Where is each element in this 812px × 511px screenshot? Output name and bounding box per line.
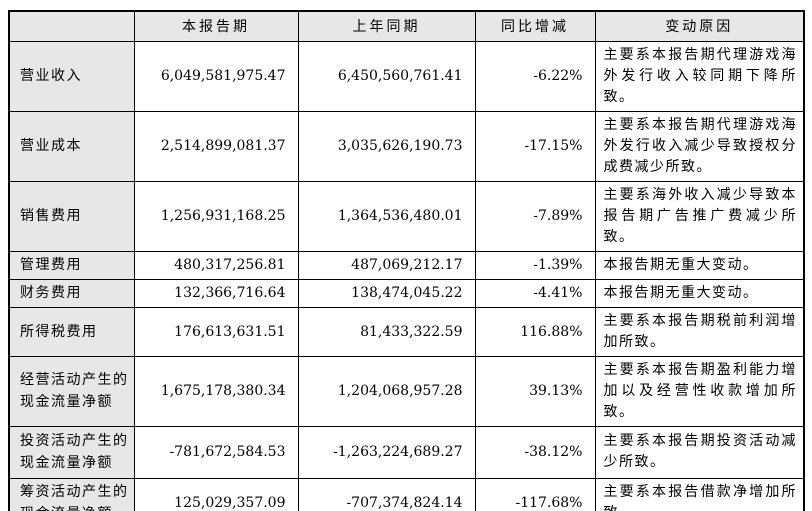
- change-reason: 主要系本报告期盈利能力增加以及经营性收款增加所致。: [594, 355, 805, 427]
- financial-table-container: 本报告期 上年同期 同比增减 变动原因 营业收入 6,049,581,975.4…: [8, 10, 805, 511]
- table-row: 管理费用 480,317,256.81 487,069,212.17 -1.39…: [8, 250, 805, 280]
- change-reason: 主要系本报告期代理游戏海外发行收入较同期下降所致。: [594, 40, 805, 112]
- table-row: 投资活动产生的现金流量净额 -781,672,584.53 -1,263,224…: [8, 425, 805, 479]
- yoy-change-value: -17.15%: [474, 110, 596, 182]
- financial-comparison-table: 本报告期 上年同期 同比增减 变动原因 营业收入 6,049,581,975.4…: [8, 10, 805, 511]
- current-period-value: 125,029,357.09: [133, 477, 299, 511]
- row-label: 筹资活动产生的现金流量净额: [8, 477, 135, 511]
- current-period-value: 480,317,256.81: [133, 250, 299, 280]
- table-row: 所得税费用 176,613,631.51 81,433,322.59 116.8…: [8, 306, 805, 357]
- row-label: 销售费用: [8, 180, 135, 252]
- yoy-change-value: -117.68%: [474, 477, 596, 511]
- current-period-value: 132,366,716.64: [133, 278, 299, 308]
- table-row: 经营活动产生的现金流量净额 1,675,178,380.34 1,204,068…: [8, 355, 805, 427]
- change-reason: 主要系本报告期投资活动减少所致。: [594, 425, 805, 479]
- change-reason: 本报告期无重大变动。: [594, 278, 805, 308]
- header-current-period: 本报告期: [133, 10, 299, 42]
- prior-period-value: 1,204,068,957.28: [297, 355, 476, 427]
- header-blank: [8, 10, 135, 42]
- header-change-reason: 变动原因: [594, 10, 805, 42]
- table-row: 营业收入 6,049,581,975.47 6,450,560,761.41 -…: [8, 40, 805, 112]
- change-reason: 主要系本报告期税前利润增加所致。: [594, 306, 805, 357]
- row-label: 经营活动产生的现金流量净额: [8, 355, 135, 427]
- header-row: 本报告期 上年同期 同比增减 变动原因: [8, 10, 805, 42]
- yoy-change-value: -38.12%: [474, 425, 596, 479]
- yoy-change-value: -1.39%: [474, 250, 596, 280]
- table-row: 营业成本 2,514,899,081.37 3,035,626,190.73 -…: [8, 110, 805, 182]
- row-label: 所得税费用: [8, 306, 135, 357]
- current-period-value: 176,613,631.51: [133, 306, 299, 357]
- yoy-change-value: 39.13%: [474, 355, 596, 427]
- row-label: 投资活动产生的现金流量净额: [8, 425, 135, 479]
- prior-period-value: 81,433,322.59: [297, 306, 476, 357]
- row-label: 营业收入: [8, 40, 135, 112]
- table-row: 财务费用 132,366,716.64 138,474,045.22 -4.41…: [8, 278, 805, 308]
- yoy-change-value: -6.22%: [474, 40, 596, 112]
- current-period-value: -781,672,584.53: [133, 425, 299, 479]
- yoy-change-value: -7.89%: [474, 180, 596, 252]
- change-reason: 本报告期无重大变动。: [594, 250, 805, 280]
- header-prior-period: 上年同期: [297, 10, 476, 42]
- change-reason: 主要系海外收入减少导致本报告期广告推广费减少所致。: [594, 180, 805, 252]
- change-reason: 主要系本报告借款净增加所致。: [594, 477, 805, 511]
- change-reason: 主要系本报告期代理游戏海外发行收入减少导致授权分成费减少所致。: [594, 110, 805, 182]
- current-period-value: 6,049,581,975.47: [133, 40, 299, 112]
- prior-period-value: 3,035,626,190.73: [297, 110, 476, 182]
- current-period-value: 1,675,178,380.34: [133, 355, 299, 427]
- prior-period-value: -707,374,824.14: [297, 477, 476, 511]
- header-yoy-change: 同比增减: [474, 10, 596, 42]
- row-label: 管理费用: [8, 250, 135, 280]
- row-label: 财务费用: [8, 278, 135, 308]
- yoy-change-value: 116.88%: [474, 306, 596, 357]
- current-period-value: 1,256,931,168.25: [133, 180, 299, 252]
- row-label: 营业成本: [8, 110, 135, 182]
- prior-period-value: 1,364,536,480.01: [297, 180, 476, 252]
- prior-period-value: 487,069,212.17: [297, 250, 476, 280]
- prior-period-value: -1,263,224,689.27: [297, 425, 476, 479]
- prior-period-value: 138,474,045.22: [297, 278, 476, 308]
- table-row: 销售费用 1,256,931,168.25 1,364,536,480.01 -…: [8, 180, 805, 252]
- prior-period-value: 6,450,560,761.41: [297, 40, 476, 112]
- table-row: 筹资活动产生的现金流量净额 125,029,357.09 -707,374,82…: [8, 477, 805, 511]
- current-period-value: 2,514,899,081.37: [133, 110, 299, 182]
- yoy-change-value: -4.41%: [474, 278, 596, 308]
